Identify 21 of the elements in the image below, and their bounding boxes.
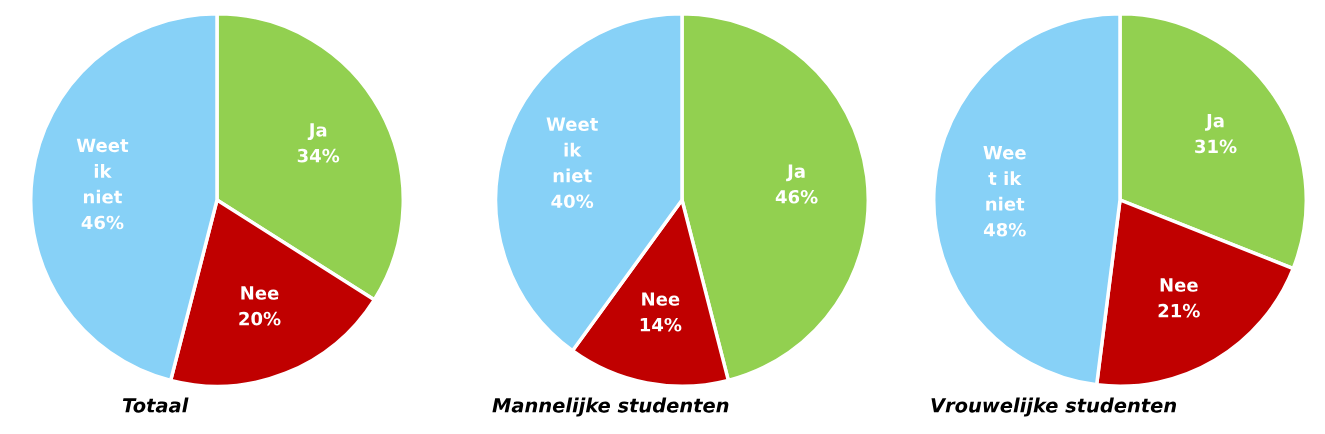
data-label: 46%	[775, 189, 818, 204]
slice-label: Weet ik niet	[76, 138, 129, 204]
slice-label: Nee	[1160, 278, 1198, 292]
text: Mannelijke studenten	[492, 397, 729, 417]
slice-label: Ja	[1205, 114, 1224, 131]
slice-label: Wee t ik niet	[983, 146, 1026, 211]
slice-label: Weet ik niet	[546, 117, 598, 183]
data-label: 21%	[1158, 303, 1200, 318]
data-label: 31%	[1195, 139, 1237, 154]
slice-label: Nee	[642, 292, 680, 306]
text: Vrouwelijke studenten	[931, 397, 1177, 417]
text: Totaal	[122, 397, 189, 413]
data-label: 48%	[983, 222, 1026, 237]
slice-label: Nee	[241, 286, 279, 300]
data-label: 46%	[81, 215, 124, 230]
data-label: 34%	[297, 148, 340, 163]
data-label: 20%	[239, 311, 281, 326]
data-label: 40%	[551, 194, 594, 209]
data-label: 14%	[640, 317, 682, 332]
slice-label: Ja	[786, 164, 805, 182]
slice-label: Ja	[307, 123, 327, 141]
